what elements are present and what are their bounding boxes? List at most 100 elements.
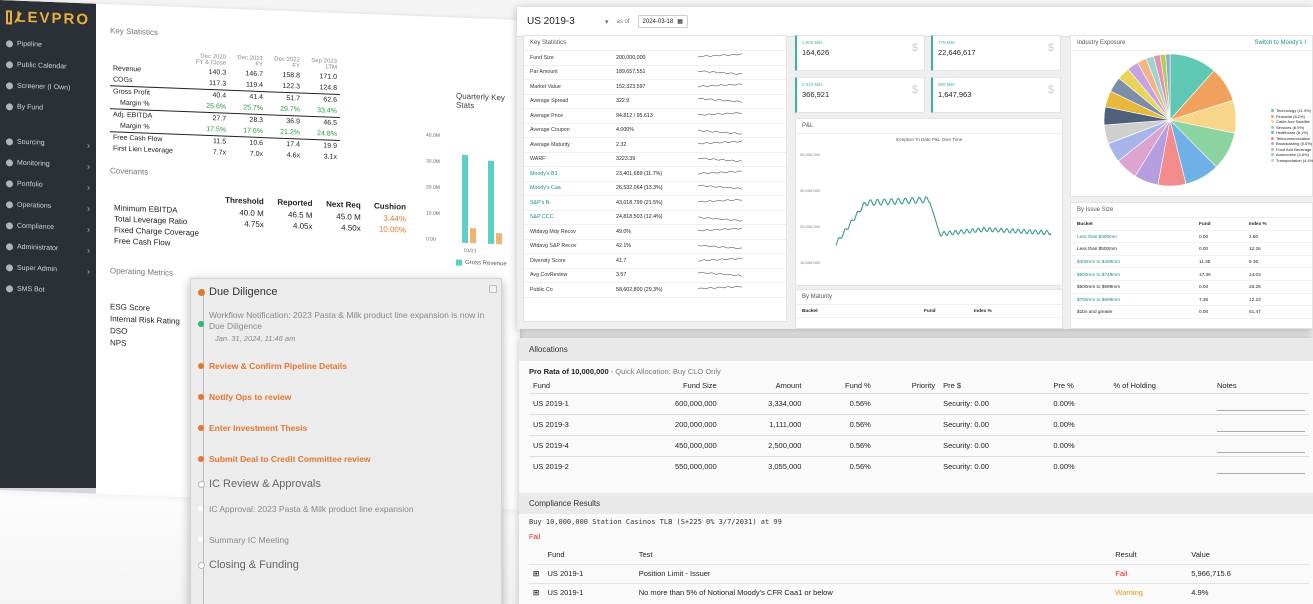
workflow-task[interactable]: Submit Deal to Credit Committee review	[198, 444, 493, 475]
nav-icon	[6, 285, 13, 293]
workflow-panel: Due Diligence Workflow Notification: 202…	[190, 278, 502, 604]
stat-value: 189,657,551	[616, 69, 646, 76]
sparkline	[698, 198, 742, 202]
clo-dashboard: US 2019-3 ▾ as of 2024-03-18 ▦ Key Stati…	[517, 7, 1313, 329]
compliance-status: Fail	[529, 534, 541, 541]
workflow-task[interactable]: Enter Investment Thesis	[198, 413, 493, 444]
stage-active-icon	[198, 289, 205, 296]
stat-card-value: 164,626	[802, 48, 830, 57]
sidebar: LEVPRO Pipeline Public Calendar Screener (…	[0, 0, 96, 494]
stat-row: Par Amount 189,657,551	[524, 66, 786, 80]
workflow-stage-closing[interactable]: Closing & Funding	[198, 556, 493, 575]
workflow-task[interactable]: Review & Confirm Pipeline Details	[198, 351, 493, 382]
cell-value	[215, 239, 268, 252]
expand-icon[interactable]: ⊞	[529, 563, 544, 583]
table-row: US 2019-1 600,000,000 3,334,000 0.56% Securi…	[529, 392, 1309, 414]
quarterly-legend: Gross Revenue	[456, 259, 507, 268]
stat-card-value: 1,647,963	[938, 90, 972, 99]
legend-item: Telecommunication	[1271, 136, 1313, 142]
cell-value: 0.56%	[805, 434, 875, 456]
bucket-label[interactable]: $500mm to $749mm	[1077, 271, 1120, 277]
stat-label[interactable]: Moody's Caa	[530, 185, 561, 192]
ic-item[interactable]: Summary IC Meeting	[198, 525, 493, 556]
stat-row: Moody's Caa 26,532,064 (13.3%)	[524, 182, 786, 196]
cell-value: 550,000,000	[618, 455, 721, 477]
sidebar-item-label: Super Admin	[17, 264, 58, 274]
cell-value: 0.56%	[805, 455, 875, 477]
quarterly-legend-label: Gross Revenue	[465, 259, 507, 268]
pnl-chart-title: Inception To Date P&L Over Time	[895, 137, 963, 142]
scroll-up-icon[interactable]	[489, 285, 497, 293]
stat-value: 24,818,503 (12.4%)	[616, 214, 663, 221]
table-row: US 2019-4 450,000,000 2,500,000 0.56% Securi…	[529, 434, 1309, 456]
switch-moodys-link[interactable]: Switch to Moody's I	[1254, 40, 1307, 46]
index-value: 14.03	[1249, 271, 1261, 277]
clo-key-statistics-title: Key Statistics	[524, 36, 786, 51]
stat-card: 2,044 Mils 366,921 $	[795, 77, 925, 113]
notification-date: Jan. 31, 2024, 11:46 am	[215, 334, 296, 343]
sparkline	[698, 111, 742, 116]
workflow-stage-due-diligence[interactable]: Due Diligence	[198, 283, 493, 302]
column-header: % of Holding	[1113, 381, 1156, 391]
workflow-task[interactable]: Notify Ops to review	[198, 382, 493, 413]
fund-select[interactable]: US 2019-3	[527, 16, 575, 27]
stat-label: Average Maturity	[530, 141, 570, 148]
table-row: $750mm to $999mm 7.35 12.23	[1071, 294, 1312, 307]
table-row: Less than $300mm 0.00 2.80	[1071, 231, 1312, 244]
column-header: Dec 2022 FY	[274, 56, 300, 70]
stat-label[interactable]: S&P's B-	[530, 199, 552, 206]
sidebar-nav: Pipeline Public Calendar Screener (I Own) B…	[0, 33, 96, 303]
allocations-table: Fund Fund Size Amount Fund % Priority Pre $ Pr…	[529, 379, 1309, 477]
bucket-label[interactable]: Less than $300mm	[1077, 233, 1117, 239]
sparkline	[698, 227, 742, 232]
cell-value	[1109, 434, 1213, 456]
expand-icon[interactable]: ⊞	[529, 582, 544, 602]
sidebar-item-sms-bot[interactable]: SMS Bot	[0, 278, 96, 303]
notes-input[interactable]	[1213, 392, 1309, 414]
stat-label: Average Coupon	[530, 127, 570, 134]
bucket-label[interactable]: $750mm to $999mm	[1077, 296, 1120, 302]
chevron-down-icon[interactable]: ▾	[605, 18, 609, 26]
sparkline	[698, 140, 742, 145]
stat-label[interactable]: Moody's B3	[530, 170, 558, 177]
sidebar-item-label: Screener (I Own)	[17, 82, 71, 92]
by-issue-size-title: By Issue Size	[1077, 207, 1114, 213]
column-header: Fund Size	[682, 381, 717, 391]
chevron-right-icon: ›	[87, 265, 90, 276]
dollar-icon: $	[911, 84, 918, 96]
sidebar-item-label: Monitoring	[17, 159, 50, 168]
industry-legend: Technology (11.0%) Financial (8.2%) Cable …	[1271, 108, 1313, 163]
notes-input[interactable]	[1213, 455, 1309, 477]
stat-label[interactable]: S&P CCC	[530, 214, 554, 221]
stat-row: Average Spread 322.9	[524, 95, 786, 109]
nav-icon	[6, 82, 13, 90]
notes-input[interactable]	[1213, 434, 1309, 456]
bucket-label[interactable]: $300mm to $499mm	[1077, 259, 1120, 265]
cell-value: 200,000,000	[618, 413, 721, 435]
key-statistics-table: Dec 2020 FY & Close Dec 2021 FY Dec 2022 FY Se…	[110, 49, 340, 163]
quarterly-y-tick: 20.0M	[426, 184, 440, 191]
legend-label: Financial (8.2%)	[1276, 113, 1305, 119]
workflow-task-list: Review & Confirm Pipeline Details Notify …	[198, 351, 493, 475]
stat-card-label: 960 Mils	[938, 82, 955, 87]
column-header: Amount	[775, 381, 802, 391]
legend-swatch	[1271, 131, 1274, 135]
workflow-stage-ic-review[interactable]: IC Review & Approvals	[198, 475, 493, 494]
logo[interactable]: LEVPRO	[0, 0, 96, 37]
notes-input[interactable]	[1213, 413, 1309, 435]
legend-swatch	[1271, 158, 1274, 162]
pie-slice[interactable]	[1165, 53, 1171, 121]
legend-swatch	[1271, 109, 1274, 113]
result-cell: Warning	[1111, 582, 1188, 602]
sparkline	[698, 53, 742, 57]
chevron-right-icon: ›	[87, 223, 90, 234]
compliance-results-header: Compliance Results	[519, 493, 1313, 514]
stat-card-value: 366,921	[802, 90, 830, 99]
column-header: Result	[1115, 550, 1137, 560]
stat-row: Market Value 152,323,597	[524, 80, 786, 95]
cell-value	[874, 455, 940, 477]
allocation-summary: Pro Rata of 10,000,000 - Quick Allocatio…	[519, 361, 1313, 376]
stat-value: 152,323,597	[616, 83, 646, 90]
as-of-date-input[interactable]: 2024-03-18 ▦	[637, 15, 688, 28]
ic-item[interactable]: IC Approval: 2023 Pasta & Milk product l…	[198, 494, 493, 525]
